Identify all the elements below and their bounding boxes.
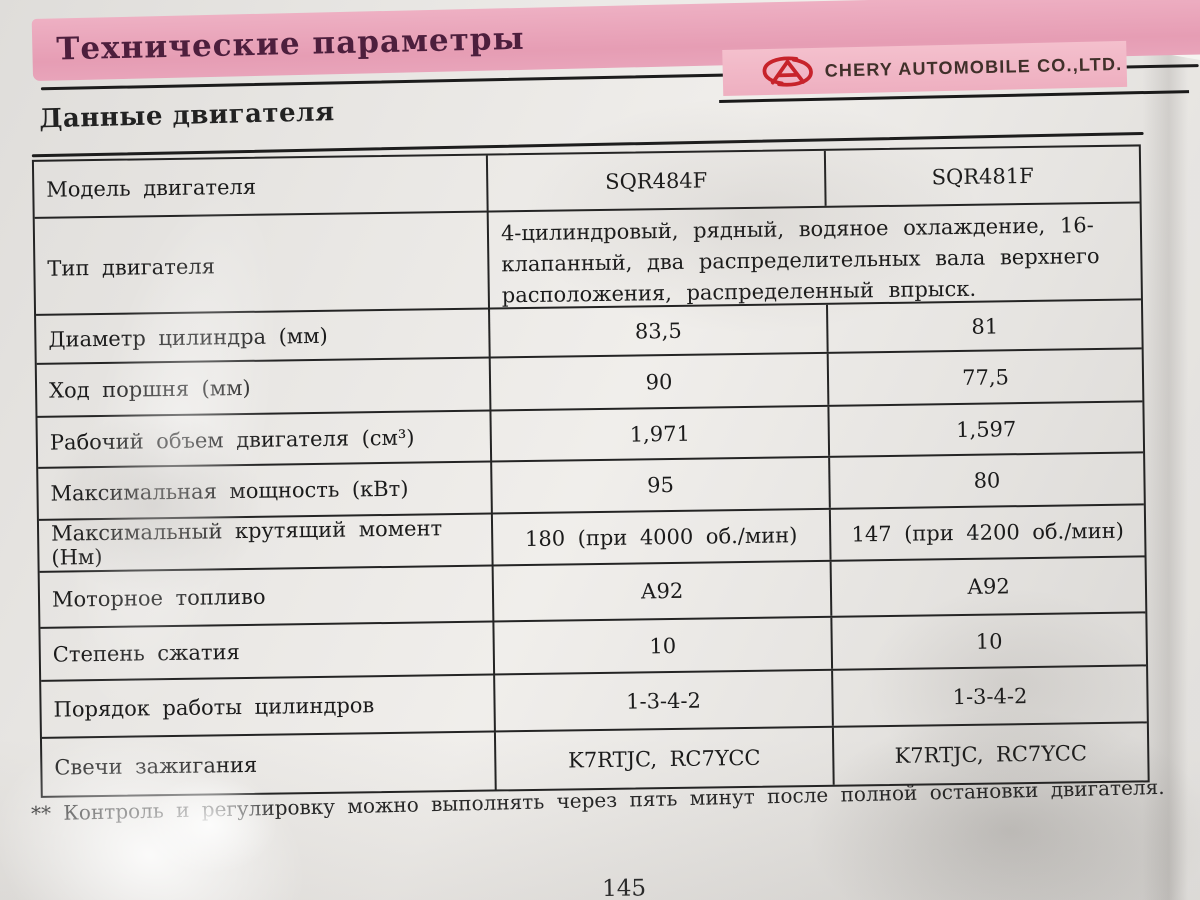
row-value: 90 (488, 353, 828, 410)
row-value: 80 (828, 453, 1144, 508)
row-label: Моторное топливо (51, 584, 266, 612)
row-value: 1,971 (489, 406, 829, 461)
row-value: 147 (при 4200 об./мин) (828, 505, 1145, 560)
page-number: 145 (601, 875, 647, 900)
row-value: 1,597 (827, 402, 1144, 456)
row-label: Свечи зажигания (54, 752, 258, 780)
row-label: Степень сжатия (52, 639, 240, 667)
row-value: 10 (830, 613, 1147, 669)
section-title: Данные двигателя (38, 97, 335, 135)
row-label: Максимальный крутящий момент (Нм) (50, 516, 443, 570)
engine-data-table: Модель двигателя SQR484F SQR481F Тип дви… (31, 144, 1150, 798)
row-value: 10 (492, 617, 832, 674)
brand-strip: CHERY AUTOMOBILE CO.,LTD. (722, 40, 1128, 97)
brand-name: CHERY AUTOMOBILE CO.,LTD. (824, 53, 1123, 81)
chapter-title: Технические параметры (55, 20, 525, 68)
row-value: А92 (491, 561, 831, 621)
row-value: 83,5 (488, 304, 827, 357)
engine-type-value: 4-цилиндровый, рядный, водяное охлаждени… (486, 203, 1141, 312)
row-value: 77,5 (826, 349, 1143, 405)
row-value: 1-3-4-2 (831, 666, 1147, 726)
row-label: Порядок работы цилиндров (53, 692, 375, 722)
row-value: 1-3-4-2 (493, 670, 832, 731)
chery-logo-icon (762, 56, 813, 87)
row-value: 180 (при 4000 об./мин) (490, 509, 830, 565)
table-row-engine-type: Тип двигателя 4-цилиндровый, рядный, вод… (34, 201, 1141, 314)
row-value: K7RTJC, RC7YCC (493, 727, 833, 790)
row-label: Диаметр цилиндра (мм) (48, 323, 328, 352)
row-value: 95 (490, 457, 829, 513)
row-value: 81 (825, 300, 1142, 352)
row-label: Рабочий объем двигателя (см³) (49, 425, 415, 455)
row-label: Тип двигателя (47, 253, 216, 281)
row-label: Ход поршня (мм) (48, 375, 251, 403)
row-label: Модель двигателя (46, 174, 257, 202)
engine-model-sqr481f: SQR481F (823, 146, 1140, 206)
row-label: Максимальная мощность (кВт) (50, 476, 409, 506)
engine-model-sqr484f: SQR484F (485, 150, 825, 211)
row-value: А92 (829, 557, 1146, 616)
